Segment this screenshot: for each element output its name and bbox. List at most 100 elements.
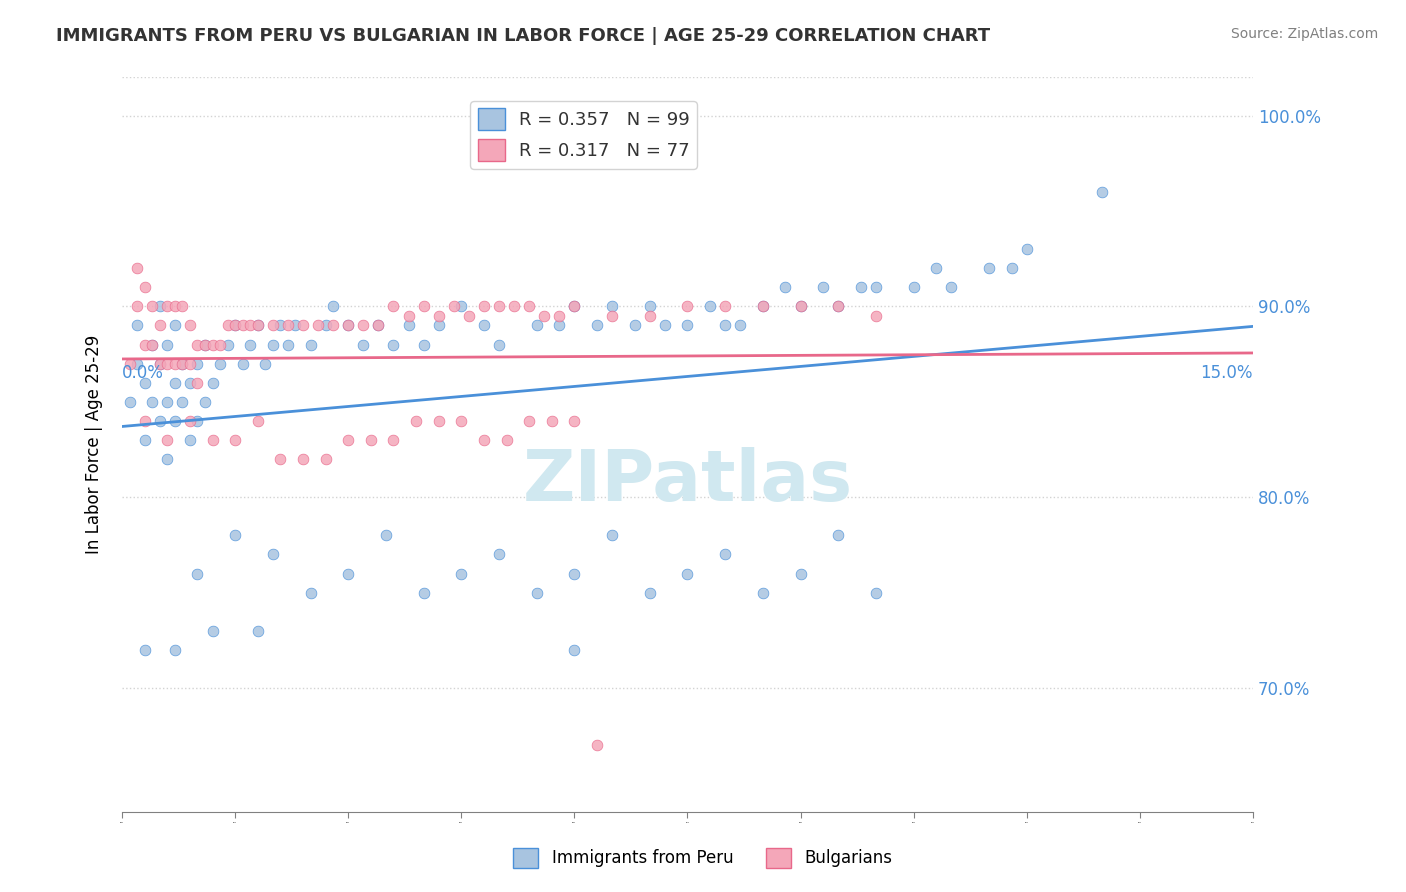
Point (163, 300, 186, 314)
Point (638, 585, 661, 599)
Point (291, 452, 314, 467)
Point (134, 376, 156, 390)
Point (172, 357, 194, 371)
Point (517, 300, 540, 314)
Point (269, 318, 291, 333)
Point (284, 318, 307, 333)
Point (811, 280, 834, 294)
Point (676, 566, 699, 581)
Point (141, 394, 163, 409)
Point (337, 433, 360, 447)
Point (676, 318, 699, 333)
Point (149, 300, 172, 314)
Point (134, 337, 156, 351)
Point (564, 300, 586, 314)
Legend: Immigrants from Peru, Bulgarians: Immigrants from Peru, Bulgarians (506, 841, 900, 875)
Point (752, 585, 775, 599)
Point (752, 300, 775, 314)
Point (398, 318, 420, 333)
Point (488, 300, 510, 314)
Point (194, 337, 217, 351)
Point (186, 337, 208, 351)
Point (156, 337, 179, 351)
Point (179, 433, 201, 447)
Point (337, 318, 360, 333)
Point (254, 357, 277, 371)
Point (149, 414, 172, 428)
Point (141, 337, 163, 351)
Point (262, 548, 284, 562)
Point (246, 414, 269, 428)
Point (623, 318, 645, 333)
Point (865, 280, 887, 294)
Point (526, 585, 548, 599)
Point (564, 300, 586, 314)
Text: 15.0%: 15.0% (1201, 364, 1253, 382)
Point (149, 357, 172, 371)
Point (246, 624, 269, 638)
Point (586, 318, 609, 333)
Point (307, 318, 329, 333)
Point (224, 318, 246, 333)
Point (299, 585, 322, 599)
Point (209, 357, 232, 371)
Point (382, 433, 405, 447)
Point (457, 309, 479, 323)
Point (322, 318, 344, 333)
Point (488, 548, 510, 562)
Point (194, 394, 217, 409)
Point (903, 280, 925, 294)
Point (412, 300, 434, 314)
Point (246, 318, 269, 333)
Point (277, 337, 299, 351)
Text: ZIPatlas: ZIPatlas (523, 447, 852, 516)
Point (201, 376, 224, 390)
Point (337, 318, 360, 333)
Point (728, 318, 751, 333)
Point (526, 318, 548, 333)
Point (382, 337, 405, 351)
Point (201, 337, 224, 351)
Point (412, 585, 434, 599)
Point (654, 318, 676, 333)
Point (127, 357, 149, 371)
Point (600, 300, 623, 314)
Point (217, 318, 239, 333)
Point (450, 300, 472, 314)
Point (127, 318, 149, 333)
Point (472, 318, 495, 333)
Point (714, 318, 737, 333)
Point (352, 337, 374, 351)
Point (239, 318, 262, 333)
Point (156, 300, 179, 314)
Point (789, 300, 811, 314)
Point (827, 528, 849, 542)
Point (209, 337, 232, 351)
Point (322, 300, 344, 314)
Point (179, 376, 201, 390)
Point (299, 337, 322, 351)
Point (382, 300, 405, 314)
Point (134, 414, 156, 428)
Point (262, 337, 284, 351)
Point (443, 300, 465, 314)
Point (163, 357, 186, 371)
Point (600, 528, 623, 542)
Point (163, 414, 186, 428)
Point (172, 300, 194, 314)
Point (472, 433, 495, 447)
Point (224, 318, 246, 333)
Text: 0.0%: 0.0% (122, 364, 165, 382)
Point (156, 394, 179, 409)
Point (179, 414, 201, 428)
Point (752, 300, 775, 314)
Point (163, 376, 186, 390)
Point (186, 414, 208, 428)
Point (134, 433, 156, 447)
Point (450, 566, 472, 581)
Y-axis label: In Labor Force | Age 25-29: In Labor Force | Age 25-29 (86, 335, 103, 554)
Point (201, 624, 224, 638)
Point (232, 357, 254, 371)
Point (149, 357, 172, 371)
Point (517, 414, 540, 428)
